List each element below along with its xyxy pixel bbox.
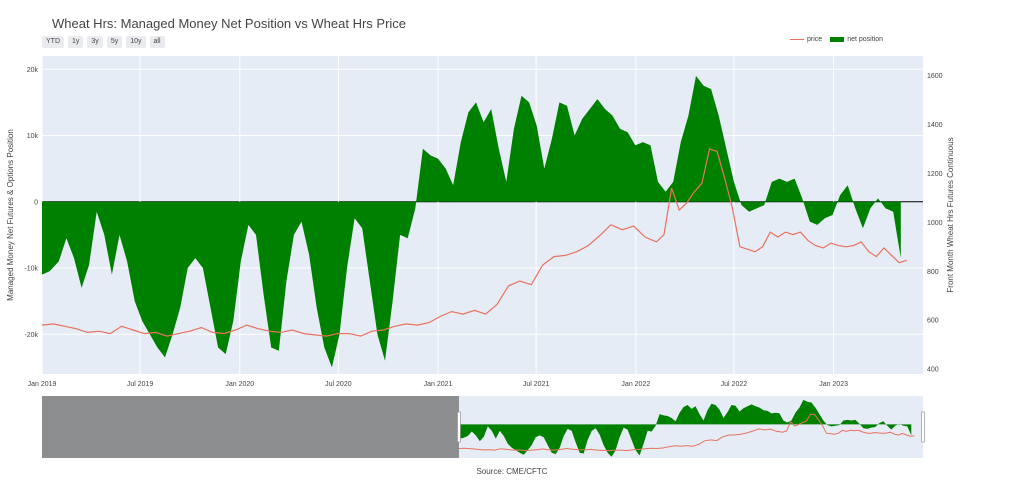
x-axis-ticks: Jan 2019 Jul 2019 Jan 2020 Jul 2020 Jan 2021…: [28, 381, 849, 388]
price-line: [41, 148, 907, 337]
y-right-tick-label-6: 400: [927, 367, 939, 374]
y-right-tick-label-4: 800: [927, 269, 939, 276]
y-left-tick-label-4: -20k: [24, 332, 38, 339]
y-left-axis-ticks: 20k 10k 0 -10k -20k: [24, 67, 38, 339]
range-slider-handle-right[interactable]: [921, 411, 925, 443]
legend: price net position: [790, 36, 883, 43]
range-slider-handle-left[interactable]: [457, 411, 461, 443]
y-right-axis-ticks: 1600 1400 1200 1000 800 600 400: [927, 73, 943, 374]
y-left-axis-label: Managed Money Net Futures & Options Posi…: [6, 129, 15, 301]
legend-swatch-price: [790, 38, 804, 40]
main-plot[interactable]: Jan 2019 Jul 2019 Jan 2020 Jul 2020 Jan 2021…: [24, 56, 943, 388]
legend-item-price[interactable]: price: [790, 36, 822, 43]
y-right-tick-label-1: 1400: [927, 122, 943, 129]
range-slider[interactable]: [42, 396, 925, 458]
y-right-tick-label-3: 1000: [927, 220, 943, 227]
source-note: Source: CME/CFTC: [476, 467, 548, 476]
range-slider-mask: [42, 396, 459, 458]
x-tick-label-1: Jul 2019: [127, 381, 154, 388]
range-button-all[interactable]: all: [149, 36, 165, 48]
x-tick-label-4: Jan 2021: [424, 381, 453, 388]
range-slider-net-area: [459, 399, 912, 457]
y-right-tick-label-5: 600: [927, 318, 939, 325]
legend-label-net-position: net position: [847, 36, 883, 43]
y-left-tick-label-0: 20k: [27, 67, 39, 74]
range-selector: YTD 1y 3y 5y 10y all: [42, 36, 165, 48]
y-left-tick-label-3: -10k: [24, 266, 38, 273]
range-button-5y[interactable]: 5y: [106, 36, 123, 48]
range-button-ytd[interactable]: YTD: [42, 36, 64, 48]
x-tick-label-2: Jan 2020: [225, 381, 254, 388]
y-right-axis-label: Front Month Wheat Hrs Futures Continuous: [946, 137, 955, 292]
x-tick-label-0: Jan 2019: [28, 381, 57, 388]
x-tick-label-6: Jan 2022: [621, 381, 650, 388]
range-button-10y[interactable]: 10y: [126, 36, 146, 48]
x-tick-label-3: Jul 2020: [325, 381, 352, 388]
net-position-area: [42, 75, 901, 368]
legend-swatch-net-position: [830, 36, 845, 42]
range-button-1y[interactable]: 1y: [68, 36, 84, 48]
legend-item-net-position[interactable]: net position: [830, 36, 883, 43]
y-left-tick-label-2: 0: [34, 199, 38, 206]
x-tick-label-8: Jan 2023: [819, 381, 848, 388]
y-right-tick-label-0: 1600: [927, 73, 943, 80]
range-button-3y[interactable]: 3y: [87, 36, 103, 48]
legend-label-price: price: [807, 36, 823, 43]
chart-title: Wheat Hrs: Managed Money Net Position vs…: [52, 16, 407, 31]
y-left-tick-label-1: 10k: [27, 133, 39, 140]
y-right-tick-label-2: 1200: [927, 171, 943, 178]
x-tick-label-7: Jul 2022: [721, 381, 748, 388]
range-slider-price-line: [458, 413, 915, 452]
x-tick-label-5: Jul 2021: [523, 381, 550, 388]
